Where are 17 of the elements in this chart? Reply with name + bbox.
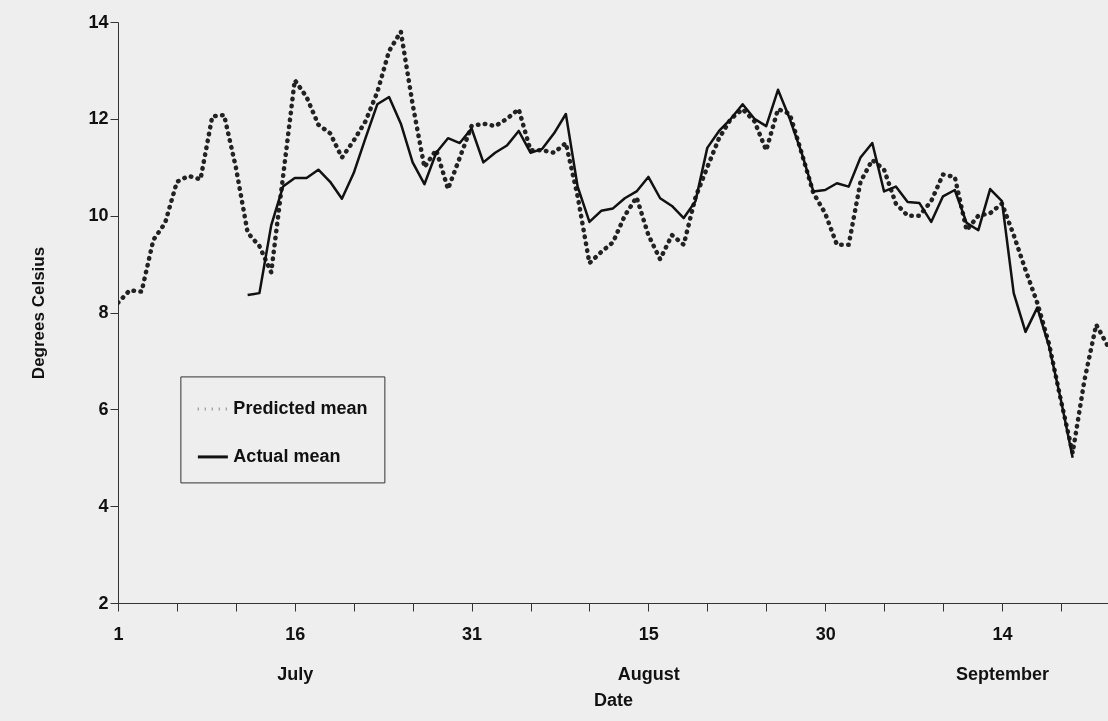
x-tick-label: 1	[113, 623, 124, 644]
legend-label: Predicted mean	[233, 397, 368, 418]
y-tick-label: 6	[98, 398, 109, 419]
x-tick-label: 14 September	[955, 623, 1049, 684]
x-axis-title: Date	[593, 689, 634, 710]
x-tick-label: 30	[815, 623, 836, 644]
y-axis-title: Degrees Celsius	[29, 246, 49, 380]
x-tick-label: 31	[462, 623, 483, 644]
y-tick-label: 14	[88, 11, 109, 32]
y-tick-label: 8	[98, 302, 109, 322]
x-tick-label: 16 July	[277, 623, 314, 684]
legend-label: Actual mean	[233, 445, 341, 466]
y-tick-label: 12	[88, 108, 109, 129]
x-tick-label: 15 August	[617, 623, 680, 684]
y-tick-label: 4	[98, 495, 109, 516]
y-tick-label: 10	[88, 205, 109, 226]
y-tick-label: 2	[98, 592, 109, 613]
